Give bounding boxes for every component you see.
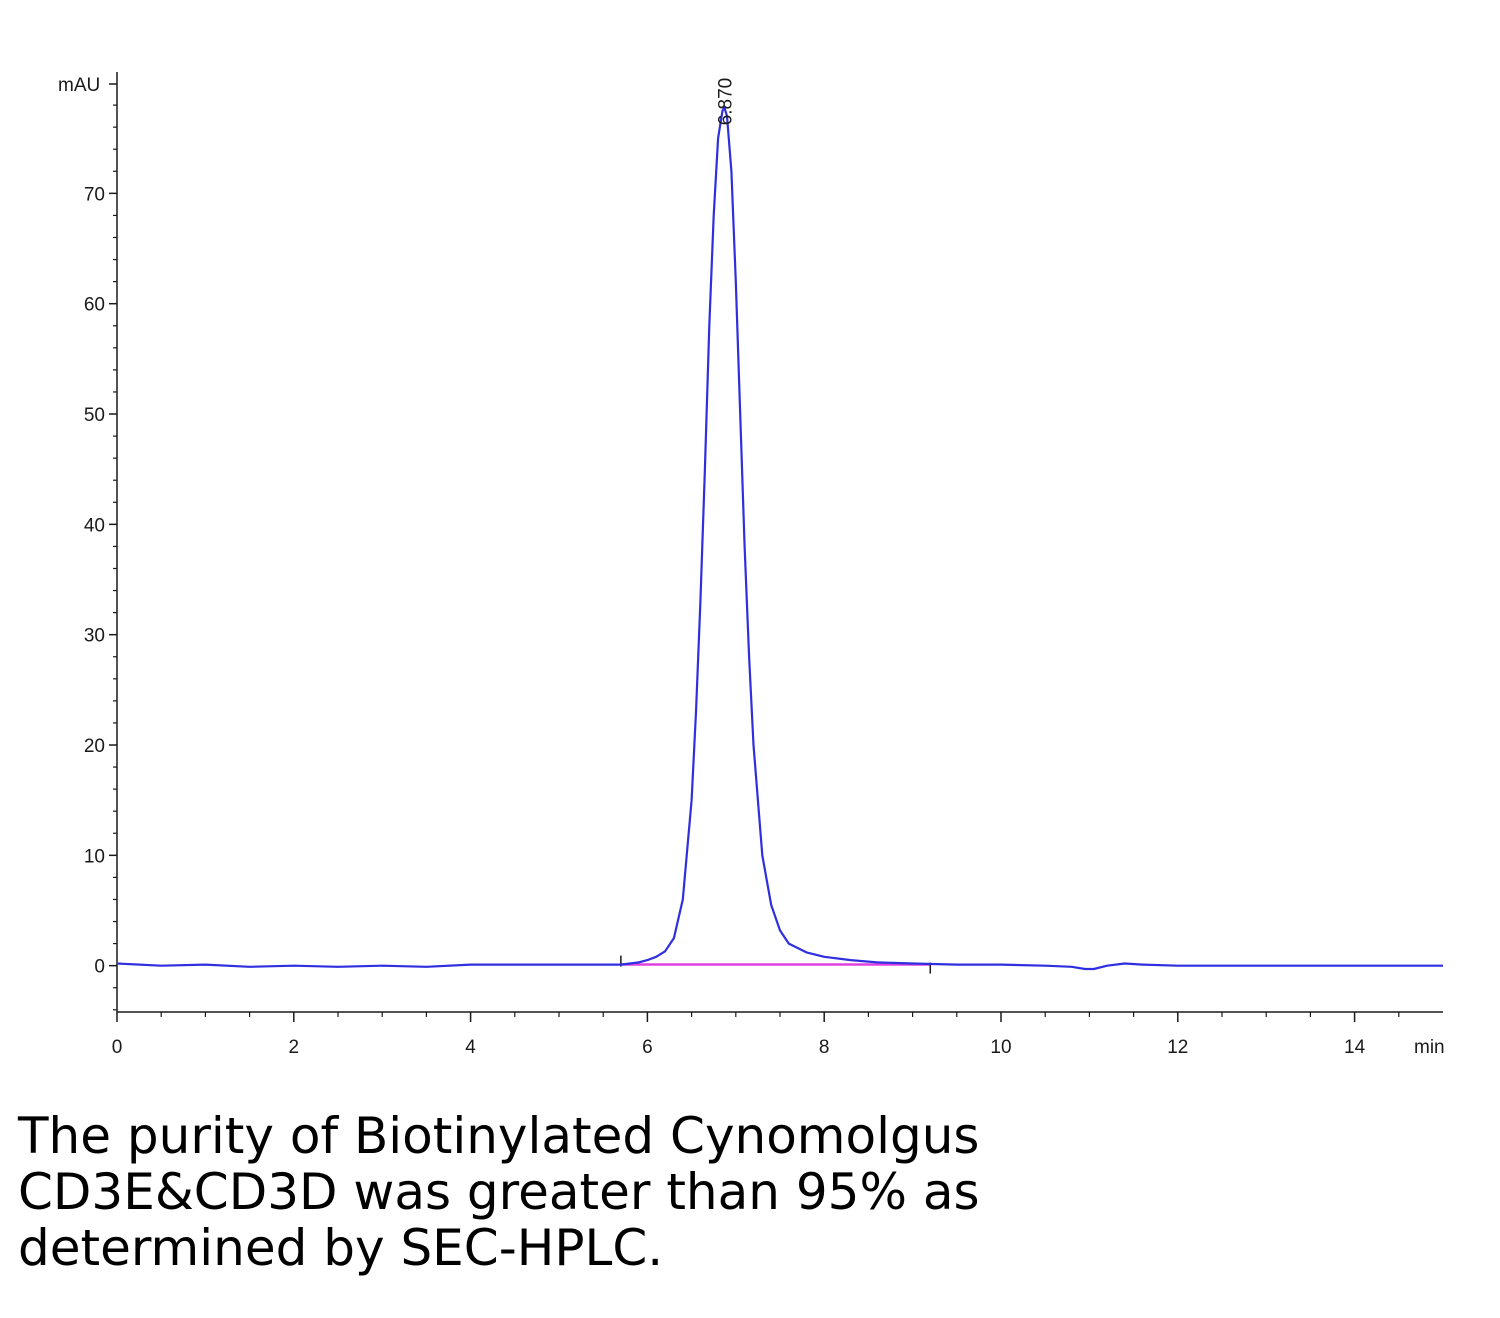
caption-line-1: The purity of Biotinylated Cynomolgus — [18, 1107, 980, 1165]
x-tick-label: 6 — [642, 1037, 653, 1058]
peak-retention-label: 6.870 — [715, 78, 736, 126]
chart-marks: 6.870 — [116, 78, 1443, 974]
y-tick-label: 0 — [94, 957, 105, 978]
caption-line-2: CD3E&CD3D was greater than 95% as — [18, 1163, 980, 1221]
x-tick-label: 10 — [990, 1037, 1011, 1058]
x-axis: 0 2 4 6 8 10 12 14 — [112, 1011, 1443, 1058]
y-axis-label: mAU — [58, 75, 100, 96]
x-tick-label: 0 — [112, 1037, 123, 1058]
x-tick-label: 12 — [1167, 1037, 1188, 1058]
y-tick-label: 10 — [84, 846, 105, 867]
x-tick-label: 4 — [465, 1037, 476, 1058]
y-axis: 0 10 20 30 40 50 60 70 — [84, 72, 118, 1012]
x-tick-label: 14 — [1344, 1037, 1366, 1058]
y-tick-label: 40 — [84, 515, 105, 536]
y-tick-label: 30 — [84, 626, 105, 647]
y-tick-label: 60 — [84, 295, 105, 316]
chromatogram-trace-1 — [116, 106, 1443, 971]
x-axis-label: min — [1414, 1037, 1445, 1058]
figure-caption: The purity of Biotinylated Cynomolgus CD… — [18, 1108, 1118, 1276]
y-tick-label: 50 — [84, 405, 105, 426]
x-tick-label: 8 — [819, 1037, 830, 1058]
x-tick-label: 2 — [289, 1037, 300, 1058]
y-tick-label: 70 — [84, 184, 105, 205]
caption-line-3: determined by SEC-HPLC. — [18, 1219, 664, 1277]
y-tick-label: 20 — [84, 736, 105, 757]
chromatogram-chart: 0 10 20 30 40 50 60 70 0 2 4 6 8 10 12 14 6.870 mAU mi… — [58, 72, 1445, 1058]
